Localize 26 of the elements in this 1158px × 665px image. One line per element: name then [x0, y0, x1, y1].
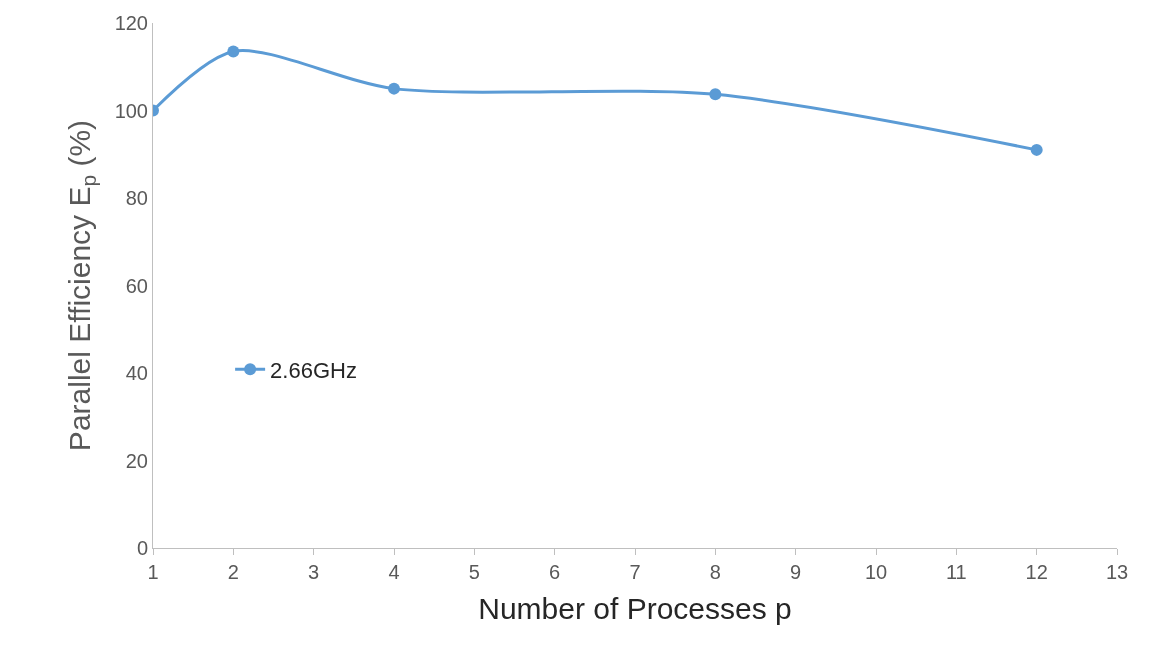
- x-tick-label: 3: [308, 561, 320, 583]
- x-tick-label: 7: [629, 561, 641, 583]
- point: [1030, 143, 1043, 156]
- x-tick-label: 2: [227, 561, 239, 583]
- point: [227, 45, 240, 58]
- x-tick-label: 9: [790, 561, 802, 583]
- y-tick-label: 40: [125, 362, 148, 384]
- legend-label: 2.66GHz: [270, 357, 357, 383]
- x-tick-label: 10: [864, 561, 888, 583]
- y-tick-label: 100: [114, 99, 148, 122]
- x-tick-label: 1: [147, 561, 159, 583]
- y-tick-label: 0: [136, 537, 148, 559]
- point: [709, 88, 722, 101]
- x-tick-label: 11: [945, 561, 967, 583]
- x-tick-label: 6: [549, 561, 561, 583]
- y-tick-label: 20: [125, 449, 148, 472]
- x-tick-label: 5: [468, 561, 480, 583]
- y-tick-label: 120: [114, 12, 148, 34]
- x-tick-label: 12: [1025, 561, 1048, 583]
- x-tick-label: 4: [388, 561, 400, 583]
- y-tick-label: 60: [125, 274, 148, 297]
- x-tick-label: 8: [709, 561, 721, 583]
- x-axis-title: Number of Processes p: [478, 591, 792, 625]
- y-tick-label: 80: [125, 187, 148, 209]
- point: [388, 82, 400, 95]
- x-tick-label: 13: [1105, 561, 1129, 583]
